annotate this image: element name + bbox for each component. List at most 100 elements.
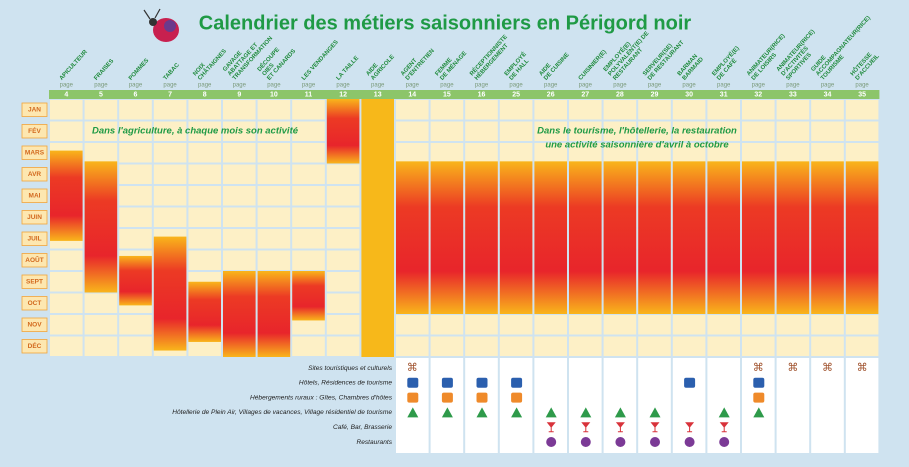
cell [119, 229, 152, 249]
page-word: page [302, 83, 316, 89]
season-bar [119, 255, 152, 306]
place-label: Hôtellerie de Plein Air, Villages de vac… [172, 409, 392, 416]
cell [499, 143, 533, 163]
cell [223, 100, 256, 120]
cell [84, 336, 118, 356]
place-column [430, 358, 464, 453]
cell [84, 293, 118, 313]
page-word: page [648, 83, 662, 89]
cell [465, 121, 498, 141]
job-label-text: FEMMEDE MÉNAGE [434, 46, 468, 81]
icon-camping [614, 407, 626, 418]
cell [326, 336, 360, 356]
page-word: page [94, 83, 108, 89]
cell [50, 121, 83, 141]
cell [430, 315, 464, 335]
cell [326, 164, 360, 184]
cell [396, 336, 429, 356]
cell [326, 272, 360, 292]
annotation: une activité saisonnière d'avril à octob… [545, 140, 729, 151]
cell [292, 336, 325, 356]
cell [499, 100, 533, 120]
icon-hotel [441, 377, 453, 388]
job-label-text: POMMES [128, 58, 150, 82]
cell [84, 143, 118, 163]
cell [50, 336, 83, 356]
cell [776, 143, 810, 163]
season-bar [84, 161, 118, 293]
cell [638, 315, 671, 335]
cell [257, 143, 291, 163]
month-label-box [21, 274, 48, 289]
cell [603, 143, 637, 163]
cell [119, 164, 152, 184]
place-column [845, 358, 879, 453]
icon-site: ⌘ [857, 362, 868, 374]
job-label: POMMES [128, 58, 150, 82]
cell [534, 315, 567, 335]
page-number: 4 [64, 91, 68, 98]
icon-restaurant [684, 437, 695, 447]
cell [811, 100, 844, 120]
cell [742, 315, 775, 335]
cell [188, 143, 221, 163]
place-label: Café, Bar, Brasserie [333, 424, 392, 431]
cell [50, 100, 83, 120]
job-label-text: HÔTESSED'ACCUEIL [848, 47, 881, 81]
month-label-box [21, 124, 48, 139]
cell [223, 164, 256, 184]
cell [396, 100, 429, 120]
job-label: HÔTESSED'ACCUEIL [848, 47, 881, 81]
cell [638, 100, 671, 120]
page-word: page [129, 83, 143, 89]
cell [465, 100, 498, 120]
page-word: page [267, 83, 281, 89]
page-word: page [579, 83, 593, 89]
page-number: 31 [720, 91, 728, 98]
cell [499, 336, 533, 356]
cell [188, 250, 221, 270]
cell [672, 143, 706, 163]
cell [430, 121, 464, 141]
season-bar [603, 161, 637, 314]
cell [534, 100, 567, 120]
season-bar [326, 99, 360, 164]
cell [845, 121, 879, 141]
job-label-text: NOIXCHÂTAIGNES [192, 44, 228, 82]
page-word: page [855, 83, 869, 89]
icon-camping [580, 407, 592, 418]
cell [326, 315, 360, 335]
page-word: page [475, 83, 489, 89]
page-number: 27 [581, 91, 589, 98]
cell [119, 121, 152, 141]
page-number: 10 [270, 91, 278, 98]
cell [811, 315, 844, 335]
month-label: AOÛT [25, 255, 43, 264]
job-label-line: FRAISES [93, 58, 115, 81]
month-label: OCT [28, 300, 42, 307]
icon-restaurant [580, 437, 591, 447]
job-label-text: CUISINIER(E) [578, 49, 608, 82]
page-word: page [336, 83, 350, 89]
cell [742, 121, 775, 141]
cell [257, 164, 291, 184]
place-column [465, 358, 498, 453]
cell [776, 121, 810, 141]
page-number: 26 [547, 91, 555, 98]
icon-hotel [753, 377, 765, 388]
cell [845, 143, 879, 163]
month-label: FÉV [28, 126, 41, 135]
month-label-box [21, 167, 48, 182]
job-label: CUISINIER(E) [578, 49, 608, 82]
place-label: Hôtels, Résidences de tourisme [299, 380, 392, 387]
cell [292, 164, 325, 184]
season-bar [430, 161, 464, 314]
cell [534, 336, 567, 356]
page-number: 29 [651, 91, 659, 98]
cell [603, 336, 637, 356]
job-label-line: LA TAILLE [335, 55, 360, 81]
cell [811, 336, 844, 356]
cell [223, 143, 256, 163]
cell [569, 315, 602, 335]
icon-camping [511, 407, 523, 418]
